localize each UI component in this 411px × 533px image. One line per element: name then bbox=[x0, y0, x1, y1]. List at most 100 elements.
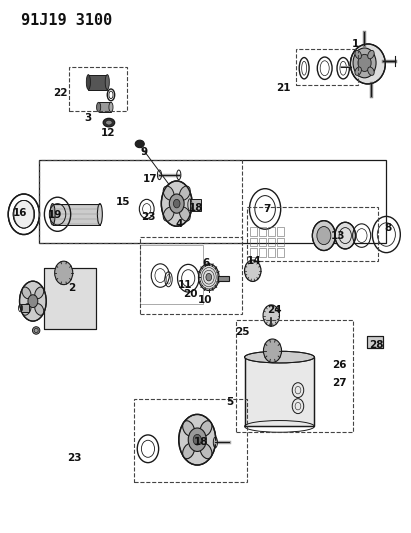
Bar bbox=[367, 336, 383, 348]
Text: 27: 27 bbox=[332, 378, 346, 387]
Ellipse shape bbox=[35, 304, 44, 315]
Ellipse shape bbox=[245, 351, 314, 363]
Text: 1: 1 bbox=[352, 39, 359, 49]
Bar bbox=[39, 160, 386, 243]
Text: 9: 9 bbox=[140, 148, 148, 157]
Bar bbox=[268, 227, 275, 236]
Text: 91J19 3100: 91J19 3100 bbox=[21, 13, 112, 28]
Text: 17: 17 bbox=[143, 174, 157, 183]
Bar bbox=[277, 238, 284, 246]
Circle shape bbox=[317, 227, 331, 245]
Ellipse shape bbox=[106, 120, 112, 125]
Ellipse shape bbox=[163, 207, 174, 221]
Circle shape bbox=[312, 221, 335, 251]
Bar bbox=[259, 248, 266, 257]
Bar bbox=[88, 75, 107, 90]
Ellipse shape bbox=[35, 287, 44, 298]
Circle shape bbox=[173, 199, 180, 208]
Ellipse shape bbox=[105, 75, 109, 90]
Text: 5: 5 bbox=[226, 398, 234, 407]
Ellipse shape bbox=[97, 204, 102, 225]
Text: 25: 25 bbox=[235, 327, 250, 336]
Text: 2: 2 bbox=[68, 283, 76, 293]
Circle shape bbox=[188, 428, 206, 451]
Ellipse shape bbox=[182, 443, 194, 459]
Circle shape bbox=[28, 295, 38, 308]
Circle shape bbox=[193, 434, 201, 445]
Text: 18: 18 bbox=[194, 438, 209, 447]
Bar bbox=[259, 238, 266, 246]
Bar bbox=[44, 268, 96, 329]
Bar bbox=[277, 248, 284, 257]
Text: 23: 23 bbox=[141, 212, 155, 222]
Ellipse shape bbox=[22, 287, 31, 298]
Ellipse shape bbox=[109, 102, 113, 112]
Bar bbox=[245, 357, 314, 426]
Ellipse shape bbox=[180, 207, 190, 221]
Ellipse shape bbox=[32, 327, 40, 334]
Text: 21: 21 bbox=[276, 83, 291, 93]
Bar bbox=[367, 336, 383, 348]
Bar bbox=[245, 357, 314, 426]
Text: 24: 24 bbox=[267, 305, 282, 315]
Ellipse shape bbox=[161, 181, 192, 226]
Text: 26: 26 bbox=[332, 360, 346, 369]
Bar bbox=[268, 248, 275, 257]
Bar bbox=[218, 276, 229, 281]
Circle shape bbox=[263, 305, 279, 326]
Bar bbox=[259, 227, 266, 236]
Circle shape bbox=[169, 194, 184, 213]
Ellipse shape bbox=[14, 200, 34, 228]
Bar bbox=[250, 227, 257, 236]
Circle shape bbox=[245, 260, 261, 281]
Text: 14: 14 bbox=[247, 256, 261, 266]
Text: 28: 28 bbox=[369, 341, 383, 350]
Text: 4: 4 bbox=[175, 219, 182, 229]
Ellipse shape bbox=[368, 67, 374, 75]
Ellipse shape bbox=[103, 118, 115, 127]
Circle shape bbox=[263, 339, 282, 362]
Text: 22: 22 bbox=[53, 88, 68, 98]
Ellipse shape bbox=[355, 51, 361, 59]
Ellipse shape bbox=[200, 443, 212, 459]
Bar bbox=[21, 304, 29, 312]
Text: 19: 19 bbox=[48, 211, 62, 220]
Text: 7: 7 bbox=[263, 205, 271, 214]
Bar bbox=[250, 238, 257, 246]
Circle shape bbox=[353, 48, 376, 78]
Text: 10: 10 bbox=[198, 295, 213, 305]
Ellipse shape bbox=[368, 51, 374, 59]
Ellipse shape bbox=[86, 75, 90, 90]
Text: 13: 13 bbox=[330, 231, 345, 240]
Circle shape bbox=[206, 273, 212, 281]
Circle shape bbox=[199, 264, 219, 290]
Bar bbox=[140, 245, 203, 304]
Text: 23: 23 bbox=[67, 454, 82, 463]
Text: 11: 11 bbox=[178, 280, 192, 290]
Bar bbox=[268, 238, 275, 246]
Bar bbox=[99, 102, 111, 112]
Ellipse shape bbox=[50, 204, 55, 225]
Text: 15: 15 bbox=[116, 197, 131, 207]
Bar bbox=[277, 227, 284, 236]
Circle shape bbox=[335, 222, 356, 249]
Text: 18: 18 bbox=[189, 203, 204, 213]
Text: 8: 8 bbox=[385, 223, 392, 233]
Ellipse shape bbox=[180, 186, 190, 200]
Bar bbox=[53, 204, 100, 225]
Text: 6: 6 bbox=[202, 258, 209, 268]
Circle shape bbox=[358, 54, 371, 71]
Bar bbox=[190, 199, 201, 211]
Ellipse shape bbox=[19, 281, 46, 321]
Text: 12: 12 bbox=[100, 128, 115, 138]
Circle shape bbox=[55, 261, 73, 285]
Text: 20: 20 bbox=[182, 289, 197, 299]
Ellipse shape bbox=[182, 421, 194, 436]
Ellipse shape bbox=[350, 44, 386, 84]
Ellipse shape bbox=[22, 304, 31, 315]
Bar bbox=[44, 268, 96, 329]
Ellipse shape bbox=[163, 186, 174, 200]
Ellipse shape bbox=[179, 415, 216, 465]
Text: 3: 3 bbox=[85, 114, 92, 123]
Ellipse shape bbox=[97, 102, 101, 112]
